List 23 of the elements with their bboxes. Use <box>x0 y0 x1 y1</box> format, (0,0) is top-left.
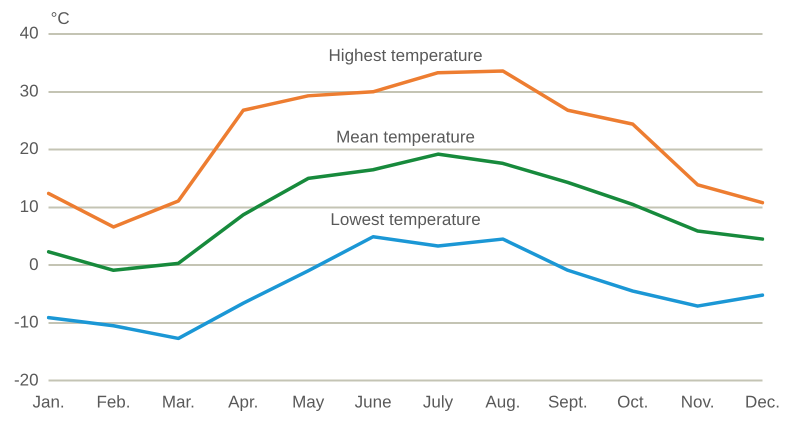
x-tick-label: Feb. <box>96 392 130 412</box>
x-tick-label: Jan. <box>32 392 65 412</box>
series-label: Highest temperature <box>328 46 483 65</box>
x-tick-label: Mar. <box>162 392 195 412</box>
x-tick-label: July <box>422 392 454 412</box>
x-tick-label: May <box>292 392 325 412</box>
y-tick-label: 20 <box>20 139 39 158</box>
y-tick-label: 40 <box>20 24 39 43</box>
series-label: Mean temperature <box>336 127 475 146</box>
y-tick-label: 30 <box>20 81 39 100</box>
y-tick-label: -20 <box>14 370 39 390</box>
x-tick-label: June <box>354 392 392 412</box>
y-tick-label: 0 <box>29 254 39 274</box>
x-tick-label: Apr. <box>228 392 258 412</box>
y-axis-title: °C <box>50 9 70 28</box>
x-tick-label: Sept. <box>548 392 588 412</box>
x-tick-label: Oct. <box>617 392 648 412</box>
x-tick-label: Nov. <box>680 392 714 412</box>
y-tick-label: -10 <box>14 312 39 332</box>
x-tick-label: Aug. <box>485 392 520 412</box>
series-label: Lowest temperature <box>330 210 481 229</box>
x-tick-label: Dec. <box>745 392 780 412</box>
y-tick-label: 10 <box>20 196 39 216</box>
